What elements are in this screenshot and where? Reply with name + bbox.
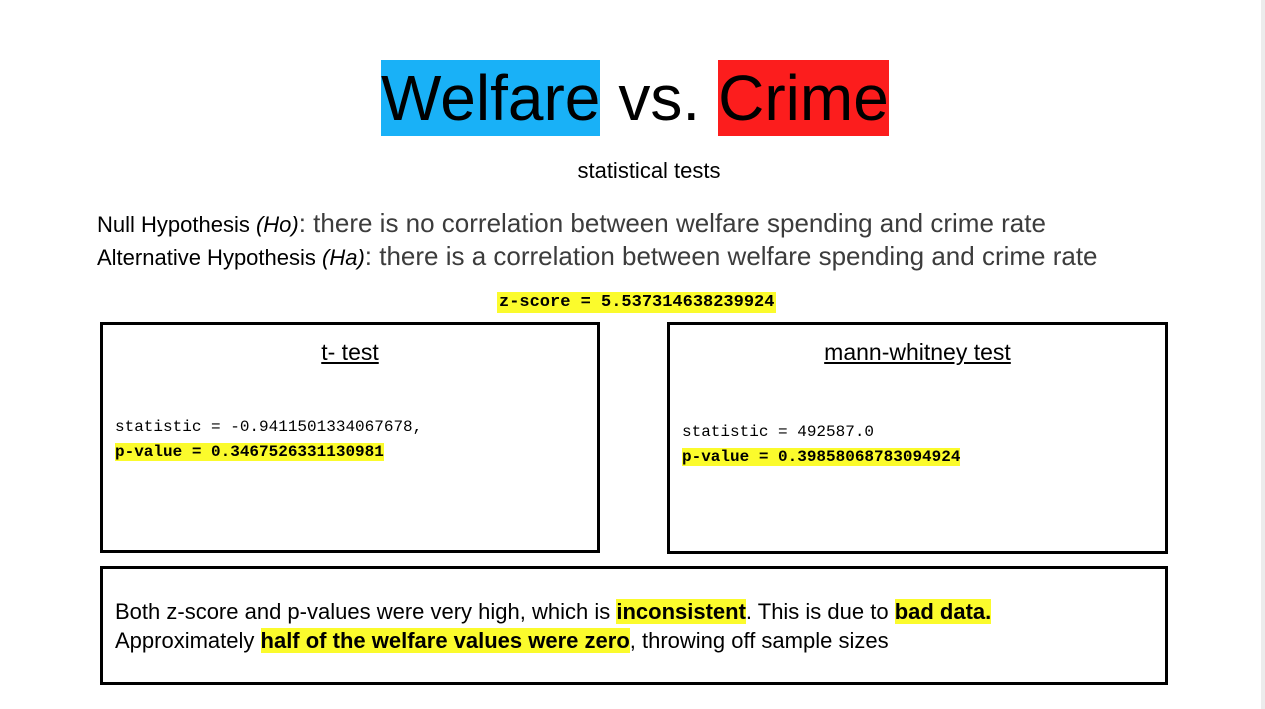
z-score: z-score = 5.537314638239924 xyxy=(497,292,777,313)
mann-whitney-pvalue: p-value = 0.39858068783094924 xyxy=(682,448,961,466)
alt-text: : there is a correlation between welfare… xyxy=(364,241,1098,271)
alt-label: Alternative Hypothesis xyxy=(97,245,322,270)
null-label: Null Hypothesis xyxy=(97,212,256,237)
t-test-pvalue: p-value = 0.3467526331130981 xyxy=(115,443,384,461)
null-abbr: (Ho) xyxy=(255,212,299,237)
conclusion-part3: Approximately xyxy=(115,628,261,653)
conclusion-highlight-half-zero: half of the welfare values were zero xyxy=(260,628,630,653)
conclusion-highlight-inconsistent: inconsistent xyxy=(616,599,746,624)
page-title: Welfare vs. Crime xyxy=(381,60,889,136)
scrollbar-edge[interactable] xyxy=(1261,0,1265,709)
alternative-hypothesis: Alternative Hypothesis (Ha): there is a … xyxy=(97,241,1098,272)
mann-whitney-box: mann-whitney test statistic = 492587.0 p… xyxy=(667,322,1168,554)
alt-abbr: (Ha) xyxy=(322,245,365,270)
null-hypothesis: Null Hypothesis (Ho): there is no correl… xyxy=(97,208,1046,239)
conclusion-part4: , throwing off sample sizes xyxy=(629,628,889,653)
conclusion-text: Both z-score and p-values were very high… xyxy=(115,597,1153,655)
conclusion-part1: Both z-score and p-values were very high… xyxy=(115,599,617,624)
t-test-statistic: statistic = -0.9411501334067678, xyxy=(115,418,423,436)
subtitle: statistical tests xyxy=(577,158,721,183)
mann-whitney-pvalue-line: p-value = 0.39858068783094924 xyxy=(682,448,961,466)
title-vs: vs. xyxy=(618,62,701,134)
mann-whitney-title: mann-whitney test xyxy=(824,339,1011,365)
mann-whitney-statistic: statistic = 492587.0 xyxy=(682,423,875,441)
conclusion-part2: . This is due to xyxy=(745,599,895,624)
null-text: : there is no correlation between welfar… xyxy=(298,208,1046,238)
title-crime: Crime xyxy=(718,60,889,136)
conclusion-highlight-bad-data: bad data. xyxy=(894,599,992,624)
title-welfare: Welfare xyxy=(381,60,601,136)
t-test-pvalue-line: p-value = 0.3467526331130981 xyxy=(115,443,384,461)
t-test-box: t- test statistic = -0.9411501334067678,… xyxy=(100,322,600,553)
t-test-title: t- test xyxy=(321,339,379,365)
conclusion-box: Both z-score and p-values were very high… xyxy=(100,566,1168,685)
